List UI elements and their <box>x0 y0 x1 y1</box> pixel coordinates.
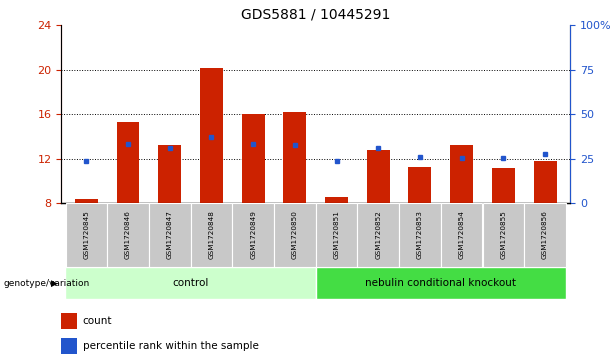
Bar <box>75 199 98 203</box>
Bar <box>533 161 557 203</box>
Title: GDS5881 / 10445291: GDS5881 / 10445291 <box>241 8 390 21</box>
Text: ▶: ▶ <box>51 279 58 287</box>
Text: GSM1720852: GSM1720852 <box>375 211 381 260</box>
Bar <box>325 197 348 203</box>
Text: GSM1720845: GSM1720845 <box>83 211 89 260</box>
Bar <box>66 203 107 267</box>
Text: GSM1720854: GSM1720854 <box>459 211 465 260</box>
Bar <box>450 146 473 203</box>
Text: GSM1720856: GSM1720856 <box>542 211 548 260</box>
Bar <box>191 203 232 267</box>
Text: GSM1720847: GSM1720847 <box>167 211 173 260</box>
Bar <box>524 203 566 267</box>
Text: GSM1720853: GSM1720853 <box>417 211 423 260</box>
Text: control: control <box>172 278 209 288</box>
Text: nebulin conditional knockout: nebulin conditional knockout <box>365 278 516 288</box>
Bar <box>367 150 390 203</box>
Bar <box>232 203 274 267</box>
Bar <box>274 203 316 267</box>
Bar <box>61 313 77 329</box>
Text: count: count <box>83 316 112 326</box>
Text: GSM1720848: GSM1720848 <box>208 211 215 260</box>
Bar <box>116 122 140 203</box>
Bar <box>158 146 181 203</box>
Bar <box>242 114 265 203</box>
Text: GSM1720849: GSM1720849 <box>250 211 256 260</box>
Bar <box>408 167 432 203</box>
Bar <box>107 203 149 267</box>
Bar <box>283 112 306 203</box>
Bar <box>492 168 515 203</box>
Bar <box>357 203 399 267</box>
Bar <box>316 203 357 267</box>
Text: GSM1720850: GSM1720850 <box>292 211 298 260</box>
Text: GSM1720851: GSM1720851 <box>333 211 340 260</box>
Text: percentile rank within the sample: percentile rank within the sample <box>83 341 259 351</box>
Bar <box>399 203 441 267</box>
Text: genotype/variation: genotype/variation <box>3 279 89 287</box>
Bar <box>316 267 566 299</box>
Bar <box>441 203 482 267</box>
Bar <box>66 267 316 299</box>
Bar <box>482 203 524 267</box>
Text: GSM1720846: GSM1720846 <box>125 211 131 260</box>
Text: GSM1720855: GSM1720855 <box>500 211 506 260</box>
Bar <box>61 338 77 354</box>
Bar <box>200 68 223 203</box>
Bar <box>149 203 191 267</box>
